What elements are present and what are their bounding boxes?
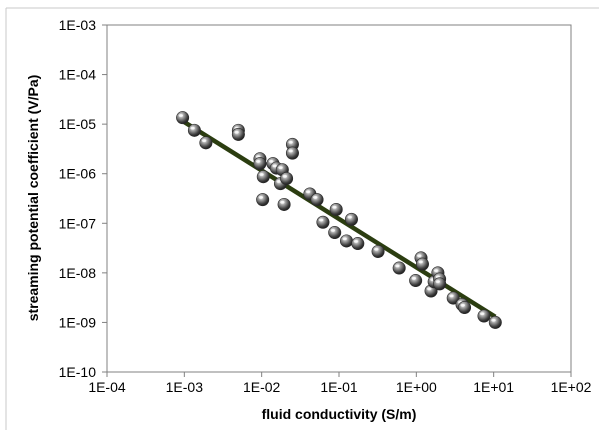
data-point — [256, 170, 270, 184]
data-point — [477, 309, 491, 323]
data-point — [409, 274, 423, 288]
x-tick-label: 1E+02 — [551, 379, 592, 395]
y-axis: 1E-10 1E-09 1E-08 1E-07 1E-06 1E-05 1E-04 1E-03 — [59, 17, 107, 380]
y-tick-label: 1E-03 — [59, 17, 97, 33]
data-point — [329, 202, 343, 216]
x-tick-label: 1E-03 — [166, 379, 204, 395]
y-tick-label: 1E-10 — [59, 364, 97, 380]
data-point — [458, 301, 472, 315]
y-tick-label: 1E-08 — [59, 265, 97, 281]
data-point — [488, 315, 502, 329]
plot-area — [106, 24, 572, 373]
y-tick-label: 1E-07 — [59, 215, 97, 231]
data-point — [351, 237, 365, 251]
y-axis-title: streaming potential coefficient (V/Pa) — [25, 75, 41, 322]
y-tick-label: 1E-04 — [59, 67, 97, 83]
data-point — [253, 157, 267, 171]
data-point — [339, 234, 353, 248]
y-tick-label: 1E-05 — [59, 116, 97, 132]
data-point — [285, 146, 299, 160]
data-point — [280, 172, 294, 186]
x-tick-label: 1E-02 — [243, 379, 281, 395]
x-axis: 1E-04 1E-03 1E-02 1E-01 1E+00 1E+01 1E+02 — [88, 372, 592, 395]
data-point — [433, 277, 447, 291]
y-tick-label: 1E-06 — [59, 166, 97, 182]
data-point — [328, 226, 342, 240]
data-point — [176, 111, 190, 125]
data-point — [371, 244, 385, 258]
x-tick-label: 1E+00 — [396, 379, 437, 395]
data-point — [344, 212, 358, 226]
data-point — [199, 136, 213, 150]
x-tick-label: 1E+01 — [473, 379, 514, 395]
data-point — [256, 193, 270, 207]
data-point — [187, 123, 201, 137]
data-point — [231, 127, 245, 141]
data-point — [392, 261, 406, 275]
data-point — [310, 193, 324, 207]
data-point — [316, 215, 330, 229]
data-point — [446, 291, 460, 305]
x-axis-title: fluid conductivity (S/m) — [262, 406, 417, 422]
y-tick-label: 1E-09 — [59, 314, 97, 330]
data-points-layer — [176, 111, 502, 329]
x-tick-label: 1E-04 — [88, 379, 126, 395]
x-tick-label: 1E-01 — [320, 379, 358, 395]
data-point — [415, 257, 429, 271]
data-point — [277, 197, 291, 211]
